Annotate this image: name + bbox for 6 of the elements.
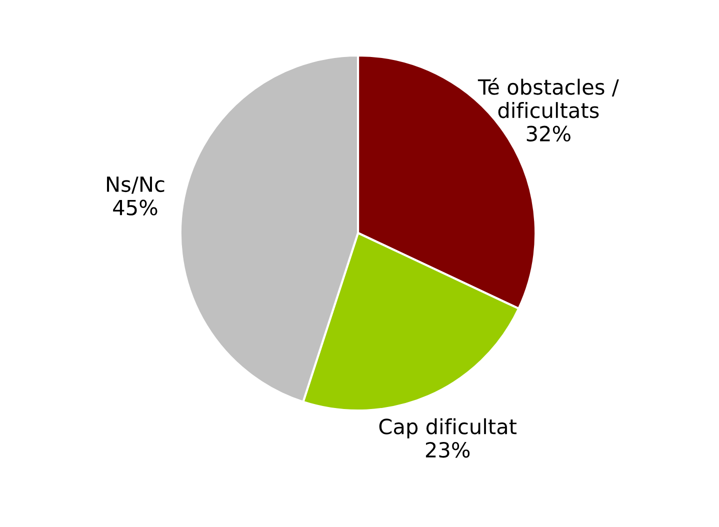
data-label: 45% [113,200,158,216]
slice-label: Té obstacles / dificultats [478,78,619,118]
slice-label: Ns/Nc [107,176,164,194]
data-label: 32% [526,126,570,142]
slice-label: Cap dificultat [379,418,516,438]
data-label: 23% [426,442,470,458]
